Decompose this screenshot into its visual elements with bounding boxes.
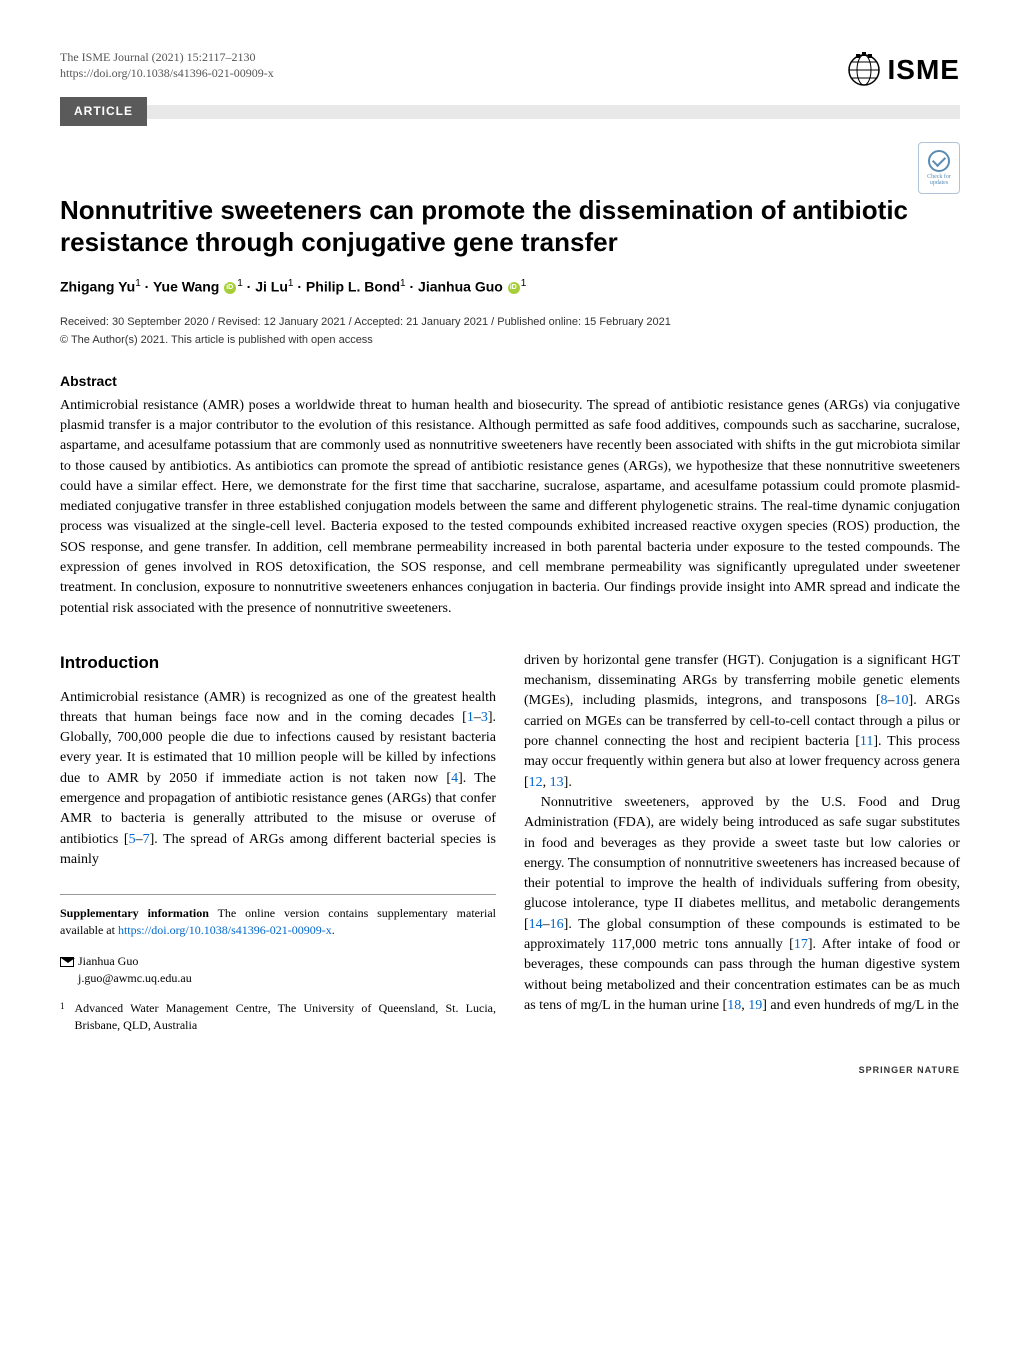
corresp-name: Jianhua Guo (78, 954, 138, 968)
article-label: ARTICLE (60, 97, 147, 126)
isme-logo-text: ISME (888, 50, 960, 89)
copyright-line: © The Author(s) 2021. This article is pu… (60, 333, 960, 348)
publication-dates: Received: 30 September 2020 / Revised: 1… (60, 315, 960, 330)
supplementary-period: . (332, 923, 335, 937)
check-updates-badge[interactable]: Check for updates (918, 142, 960, 194)
article-bar-line (147, 105, 960, 119)
intro-p2: driven by horizontal gene transfer (HGT)… (524, 651, 960, 793)
globe-icon (846, 52, 882, 88)
corresp-email[interactable]: j.guo@awmc.uq.edu.au (78, 971, 192, 985)
intro-p3: Nonnutritive sweeteners, approved by the… (524, 793, 960, 1016)
abstract-text: Antimicrobial resistance (AMR) poses a w… (60, 396, 960, 619)
doi-link[interactable]: https://doi.org/10.1038/s41396-021-00909… (60, 66, 274, 82)
corresponding-author: Jianhua Guo j.guo@awmc.uq.edu.au (60, 953, 496, 987)
intro-p1: Antimicrobial resistance (AMR) is recogn… (60, 688, 496, 871)
introduction-heading: Introduction (60, 651, 496, 676)
check-icon (928, 150, 950, 172)
article-type-bar: ARTICLE (60, 97, 960, 126)
affil-text: Advanced Water Management Centre, The Un… (75, 1000, 497, 1034)
journal-citation: The ISME Journal (2021) 15:2117–2130 (60, 50, 274, 66)
affiliation: 1 Advanced Water Management Centre, The … (60, 1000, 496, 1034)
supplementary-link[interactable]: https://doi.org/10.1038/s41396-021-00909… (118, 923, 332, 937)
header-row: The ISME Journal (2021) 15:2117–2130 htt… (60, 50, 960, 89)
body-columns: Introduction Antimicrobial resistance (A… (60, 651, 960, 1034)
journal-info: The ISME Journal (2021) 15:2117–2130 htt… (60, 50, 274, 81)
envelope-icon (60, 957, 74, 967)
isme-logo: ISME (846, 50, 960, 89)
right-column: driven by horizontal gene transfer (HGT)… (524, 651, 960, 1034)
affil-number: 1 (60, 1000, 65, 1034)
check-updates-text: Check for updates (919, 174, 959, 186)
publisher-footer: SPRINGER NATURE (60, 1064, 960, 1077)
authors-list: Zhigang Yu1 · Yue Wang 1 · Ji Lu1 · Phil… (60, 277, 960, 297)
article-title: Nonnutritive sweeteners can promote the … (60, 194, 960, 259)
supplementary-label: Supplementary information (60, 906, 209, 920)
abstract-heading: Abstract (60, 372, 960, 392)
supplementary-box: Supplementary information The online ver… (60, 894, 496, 939)
publisher-name: SPRINGER NATURE (859, 1065, 960, 1075)
left-column: Introduction Antimicrobial resistance (A… (60, 651, 496, 1034)
